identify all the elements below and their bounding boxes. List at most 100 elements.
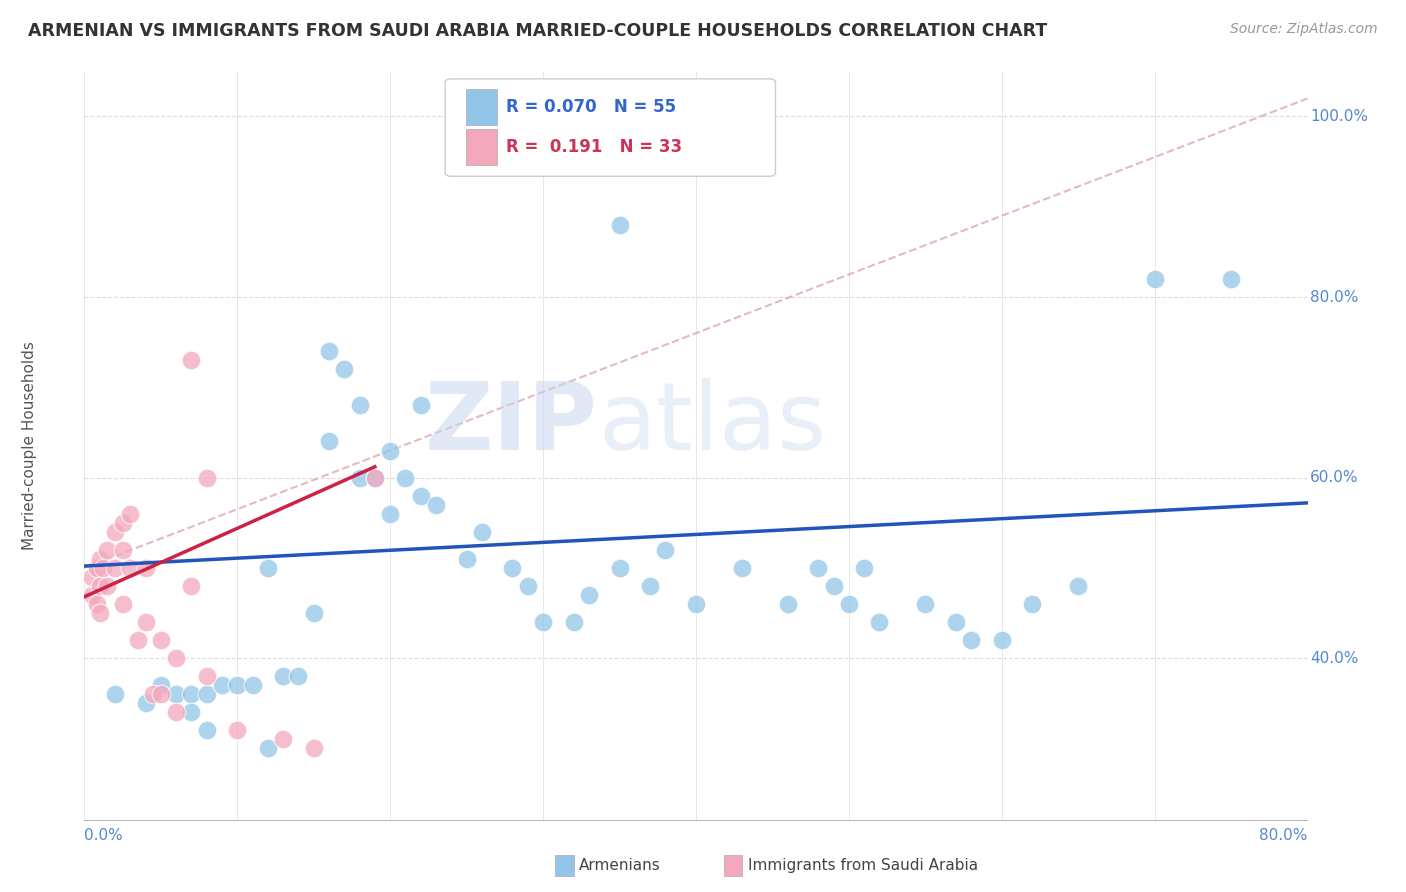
Point — [456, 552, 478, 566]
Text: 60.0%: 60.0% — [1310, 470, 1358, 485]
Point — [89, 552, 111, 566]
Text: ARMENIAN VS IMMIGRANTS FROM SAUDI ARABIA MARRIED-COUPLE HOUSEHOLDS CORRELATION C: ARMENIAN VS IMMIGRANTS FROM SAUDI ARABIA… — [28, 22, 1047, 40]
Point — [685, 597, 707, 611]
Point — [945, 615, 967, 629]
Point — [991, 633, 1014, 648]
Point — [195, 687, 218, 701]
Text: 80.0%: 80.0% — [1310, 290, 1358, 304]
Point — [318, 344, 340, 359]
Point — [257, 741, 280, 756]
Point — [271, 732, 294, 747]
Point — [409, 398, 432, 412]
Point — [165, 651, 187, 665]
Text: ZIP: ZIP — [425, 377, 598, 469]
Text: Immigrants from Saudi Arabia: Immigrants from Saudi Arabia — [748, 858, 979, 872]
Point — [80, 570, 103, 584]
Bar — [465, 88, 496, 125]
Point — [380, 507, 402, 521]
Point — [349, 398, 371, 412]
Point — [578, 588, 600, 602]
Point — [180, 353, 202, 368]
Text: Armenians: Armenians — [579, 858, 661, 872]
Point — [853, 561, 876, 575]
Point — [562, 615, 585, 629]
Point — [96, 542, 118, 557]
Text: Married-couple Households: Married-couple Households — [22, 342, 37, 550]
Point — [180, 687, 202, 701]
Point — [302, 741, 325, 756]
Point — [180, 706, 202, 720]
Point — [89, 606, 111, 620]
Point — [111, 597, 134, 611]
Point — [287, 669, 309, 683]
Point — [609, 561, 631, 575]
Point — [120, 561, 142, 575]
Point — [409, 489, 432, 503]
Point — [654, 542, 676, 557]
Point — [135, 615, 157, 629]
Point — [318, 434, 340, 449]
Point — [120, 507, 142, 521]
Text: R = 0.070   N = 55: R = 0.070 N = 55 — [506, 97, 676, 116]
Point — [869, 615, 891, 629]
Point — [111, 516, 134, 530]
Point — [333, 362, 356, 376]
Point — [502, 561, 524, 575]
Point — [96, 579, 118, 593]
Point — [271, 669, 294, 683]
Point — [195, 470, 218, 484]
Point — [1067, 579, 1090, 593]
Text: 100.0%: 100.0% — [1310, 109, 1368, 124]
Point — [257, 561, 280, 575]
Point — [914, 597, 936, 611]
Point — [531, 615, 554, 629]
Point — [111, 542, 134, 557]
Point — [104, 524, 127, 539]
Point — [823, 579, 845, 593]
Point — [960, 633, 983, 648]
Point — [135, 561, 157, 575]
Text: atlas: atlas — [598, 377, 827, 469]
Point — [226, 723, 249, 738]
Point — [165, 706, 187, 720]
Point — [1021, 597, 1043, 611]
Point — [731, 561, 754, 575]
Text: 80.0%: 80.0% — [1260, 828, 1308, 843]
Point — [776, 597, 799, 611]
Point — [380, 443, 402, 458]
Point — [135, 696, 157, 710]
Point — [242, 678, 264, 692]
Point — [104, 561, 127, 575]
Point — [86, 597, 108, 611]
Text: 40.0%: 40.0% — [1310, 650, 1358, 665]
Point — [91, 561, 114, 575]
Point — [165, 687, 187, 701]
Point — [609, 218, 631, 232]
Point — [149, 687, 172, 701]
Point — [89, 579, 111, 593]
Point — [349, 470, 371, 484]
Point — [394, 470, 416, 484]
Point — [226, 678, 249, 692]
Point — [142, 687, 165, 701]
Point — [364, 470, 387, 484]
Point — [86, 561, 108, 575]
Point — [1220, 272, 1243, 286]
Point — [638, 579, 661, 593]
Point — [195, 669, 218, 683]
Point — [425, 498, 447, 512]
Point — [195, 723, 218, 738]
Point — [149, 633, 172, 648]
Point — [364, 470, 387, 484]
Point — [1143, 272, 1166, 286]
Point — [80, 588, 103, 602]
Point — [127, 633, 149, 648]
Text: 0.0%: 0.0% — [84, 828, 124, 843]
Text: Source: ZipAtlas.com: Source: ZipAtlas.com — [1230, 22, 1378, 37]
Point — [838, 597, 860, 611]
FancyBboxPatch shape — [446, 78, 776, 177]
Point — [807, 561, 830, 575]
Text: R =  0.191   N = 33: R = 0.191 N = 33 — [506, 138, 682, 156]
Point — [302, 606, 325, 620]
Bar — [465, 129, 496, 165]
